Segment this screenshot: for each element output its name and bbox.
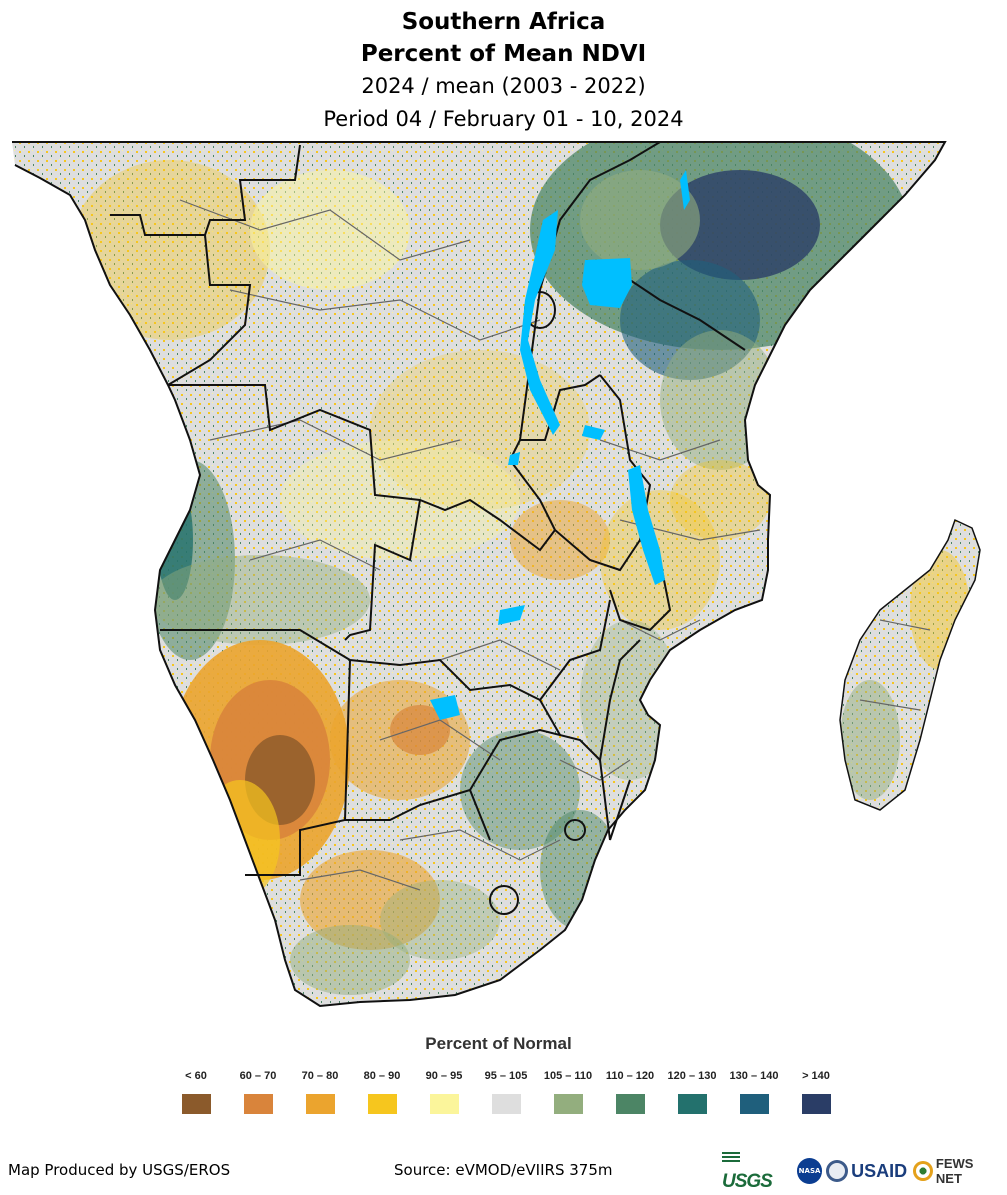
partner-logos: USGS NASA USAID FEWS NET xyxy=(722,1152,1002,1192)
legend-swatch xyxy=(491,1094,521,1114)
legend-label: 60 – 70 xyxy=(239,1070,277,1082)
usgs-logo-text: USGS xyxy=(722,1171,773,1192)
legend-swatch xyxy=(677,1094,707,1114)
lake-tanganyika xyxy=(520,210,560,435)
legend-item: 105 – 110 xyxy=(537,1070,599,1114)
lake-mweru xyxy=(508,452,520,465)
legend-swatch xyxy=(553,1094,583,1114)
legend-label: 80 – 90 xyxy=(363,1070,401,1082)
usaid-seal-icon xyxy=(826,1160,849,1182)
map-subtitle-comparison: 2024 / mean (2003 - 2022) xyxy=(361,74,646,98)
legend-item: 95 – 105 xyxy=(475,1070,537,1114)
legend-swatch xyxy=(243,1094,273,1114)
legend-label: 110 – 120 xyxy=(605,1070,655,1082)
fews-net-logo: FEWS NET xyxy=(935,1156,974,1186)
legend-item: 110 – 120 xyxy=(599,1070,661,1114)
legend-swatch xyxy=(615,1094,645,1114)
legend-label: > 140 xyxy=(802,1070,830,1082)
ndvi-map xyxy=(0,140,1007,1020)
lake-kariba xyxy=(498,605,525,625)
legend-item: 70 – 80 xyxy=(289,1070,351,1114)
map-title-product: Percent of Mean NDVI xyxy=(360,41,647,67)
legend-label: 95 – 105 xyxy=(484,1070,528,1082)
legend-item: < 60 xyxy=(165,1070,227,1114)
ndvi-map-svg xyxy=(0,140,1007,1020)
legend-label: 120 – 130 xyxy=(667,1070,717,1082)
legend-label: 130 – 140 xyxy=(729,1070,779,1082)
map-subtitle-period: Period 04 / February 01 - 10, 2024 xyxy=(323,107,684,131)
madagascar-coastline xyxy=(839,518,981,811)
legend-label: 105 – 110 xyxy=(543,1070,593,1082)
legend-title: Percent of Normal xyxy=(425,1034,572,1053)
usgs-logo: USGS xyxy=(722,1149,791,1193)
country-borders xyxy=(110,141,746,915)
legend-item: > 140 xyxy=(785,1070,847,1114)
data-source: Source: eVMOD/eVIIRS 375m xyxy=(394,1161,613,1179)
legend-swatch xyxy=(801,1094,831,1114)
legend-item: 60 – 70 xyxy=(227,1070,289,1114)
usgs-waves-icon xyxy=(722,1152,740,1164)
legend-swatch xyxy=(739,1094,769,1114)
map-title-region: Southern Africa xyxy=(401,9,606,35)
fews-net-globe-icon xyxy=(913,1161,933,1181)
lake-victoria xyxy=(582,258,632,308)
legend-swatch xyxy=(367,1094,397,1114)
lake-turkana xyxy=(680,170,690,210)
lake-malawi xyxy=(628,465,665,585)
map-credit: Map Produced by USGS/EROS xyxy=(8,1161,231,1179)
mainland-coastline xyxy=(12,141,947,1008)
legend-item: 120 – 130 xyxy=(661,1070,723,1114)
water-bodies xyxy=(430,170,690,720)
legend-label: 70 – 80 xyxy=(301,1070,339,1082)
nasa-logo: NASA xyxy=(796,1158,823,1184)
lake-rukwa xyxy=(582,425,605,440)
legend-item: 90 – 95 xyxy=(413,1070,475,1114)
legend-label: 90 – 95 xyxy=(425,1070,463,1082)
legend-label: < 60 xyxy=(185,1070,207,1082)
legend-swatch xyxy=(181,1094,211,1114)
legend-item: 80 – 90 xyxy=(351,1070,413,1114)
legend-item: 130 – 140 xyxy=(723,1070,785,1114)
legend-swatch xyxy=(305,1094,335,1114)
map-title-block: Southern Africa Percent of Mean NDVI 202… xyxy=(0,6,1007,136)
legend: Percent of Normal < 60 60 – 70 70 – 80 80 –… xyxy=(0,1034,1007,1114)
okavango-delta xyxy=(430,695,460,720)
usaid-logo: USAID xyxy=(851,1160,908,1181)
legend-swatch xyxy=(429,1094,459,1114)
